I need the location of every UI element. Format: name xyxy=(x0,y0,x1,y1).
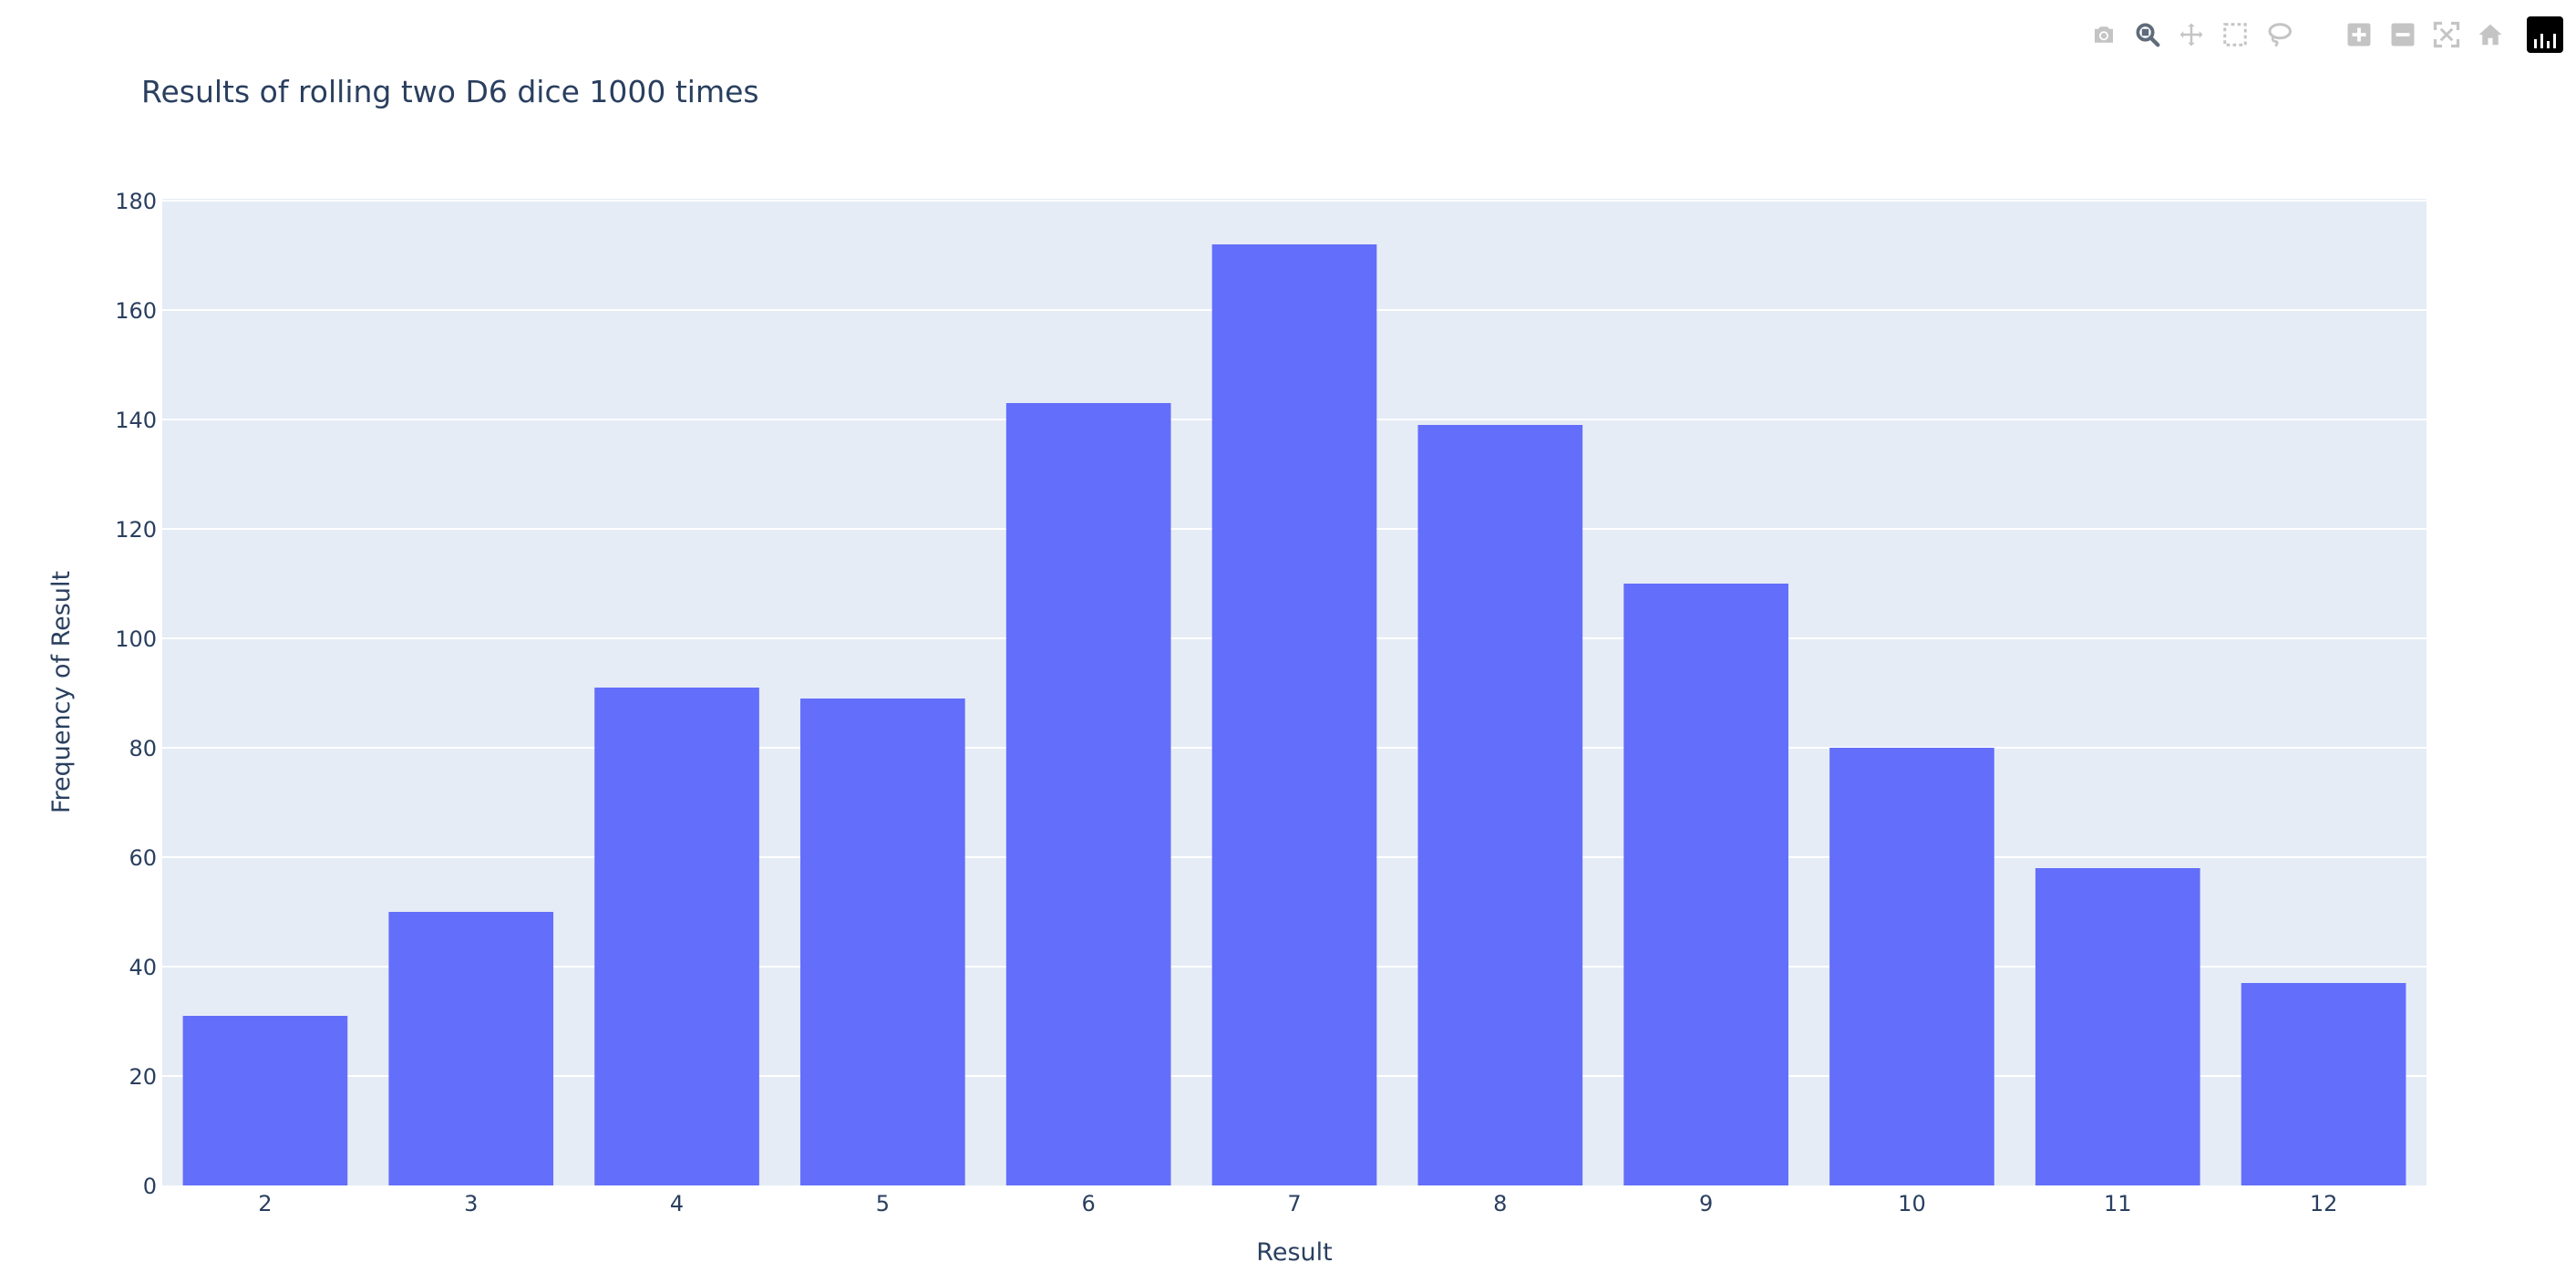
y-tick-label: 160 xyxy=(115,298,157,324)
x-tick-label: 8 xyxy=(1493,1191,1507,1216)
x-tick-label: 4 xyxy=(670,1191,684,1216)
y-tick-labels: 0 20 40 60 80 100 120 140 160 180 xyxy=(115,189,157,1199)
y-tick-label: 0 xyxy=(143,1174,157,1199)
x-tick-label: 7 xyxy=(1287,1191,1301,1216)
bar-2[interactable] xyxy=(182,1016,348,1185)
home-icon[interactable] xyxy=(2474,18,2507,51)
autoscale-icon[interactable] xyxy=(2430,18,2463,51)
modebar xyxy=(2087,16,2563,53)
bar-9[interactable] xyxy=(1623,584,1788,1185)
bar-6[interactable] xyxy=(1005,403,1171,1185)
bar-11[interactable] xyxy=(2035,868,2200,1185)
y-tick-label: 60 xyxy=(129,845,157,871)
x-tick-label: 2 xyxy=(258,1191,272,1216)
y-tick-label: 80 xyxy=(129,736,157,761)
bars xyxy=(182,244,2406,1185)
y-tick-label: 20 xyxy=(129,1064,157,1090)
x-tick-label: 6 xyxy=(1082,1191,1096,1216)
x-tick-label: 5 xyxy=(876,1191,890,1216)
y-tick-label: 180 xyxy=(115,189,157,214)
zoom-out-icon[interactable] xyxy=(2386,18,2419,51)
bar-8[interactable] xyxy=(1417,425,1583,1185)
y-tick-label: 100 xyxy=(115,626,157,652)
zoom-in-icon[interactable] xyxy=(2343,18,2375,51)
x-tick-label: 10 xyxy=(1898,1191,1926,1216)
y-tick-label: 40 xyxy=(129,955,157,980)
box-select-icon[interactable] xyxy=(2219,18,2251,51)
x-tick-label: 9 xyxy=(1699,1191,1713,1216)
bar-10[interactable] xyxy=(1829,748,1994,1185)
x-tick-labels: 2 3 4 5 6 7 8 9 10 11 12 xyxy=(258,1191,2337,1216)
bar-12[interactable] xyxy=(2241,983,2406,1185)
bar-4[interactable] xyxy=(594,688,759,1185)
y-tick-label: 140 xyxy=(115,408,157,433)
camera-icon[interactable] xyxy=(2087,18,2120,51)
pan-icon[interactable] xyxy=(2175,18,2208,51)
zoom-icon[interactable] xyxy=(2131,18,2164,51)
y-tick-label: 120 xyxy=(115,517,157,543)
x-axis-title: Result xyxy=(1256,1238,1332,1267)
bar-5[interactable] xyxy=(800,699,965,1185)
plotly-logo-icon[interactable] xyxy=(2527,16,2563,53)
y-axis-title: Frequency of Result xyxy=(47,571,76,813)
bar-3[interactable] xyxy=(388,912,554,1185)
bar-7[interactable] xyxy=(1211,244,1377,1185)
x-tick-label: 12 xyxy=(2310,1191,2338,1216)
lasso-icon[interactable] xyxy=(2262,18,2295,51)
x-tick-label: 11 xyxy=(2104,1191,2132,1216)
x-tick-label: 3 xyxy=(464,1191,478,1216)
chart-title: Results of rolling two D6 dice 1000 time… xyxy=(141,74,759,109)
